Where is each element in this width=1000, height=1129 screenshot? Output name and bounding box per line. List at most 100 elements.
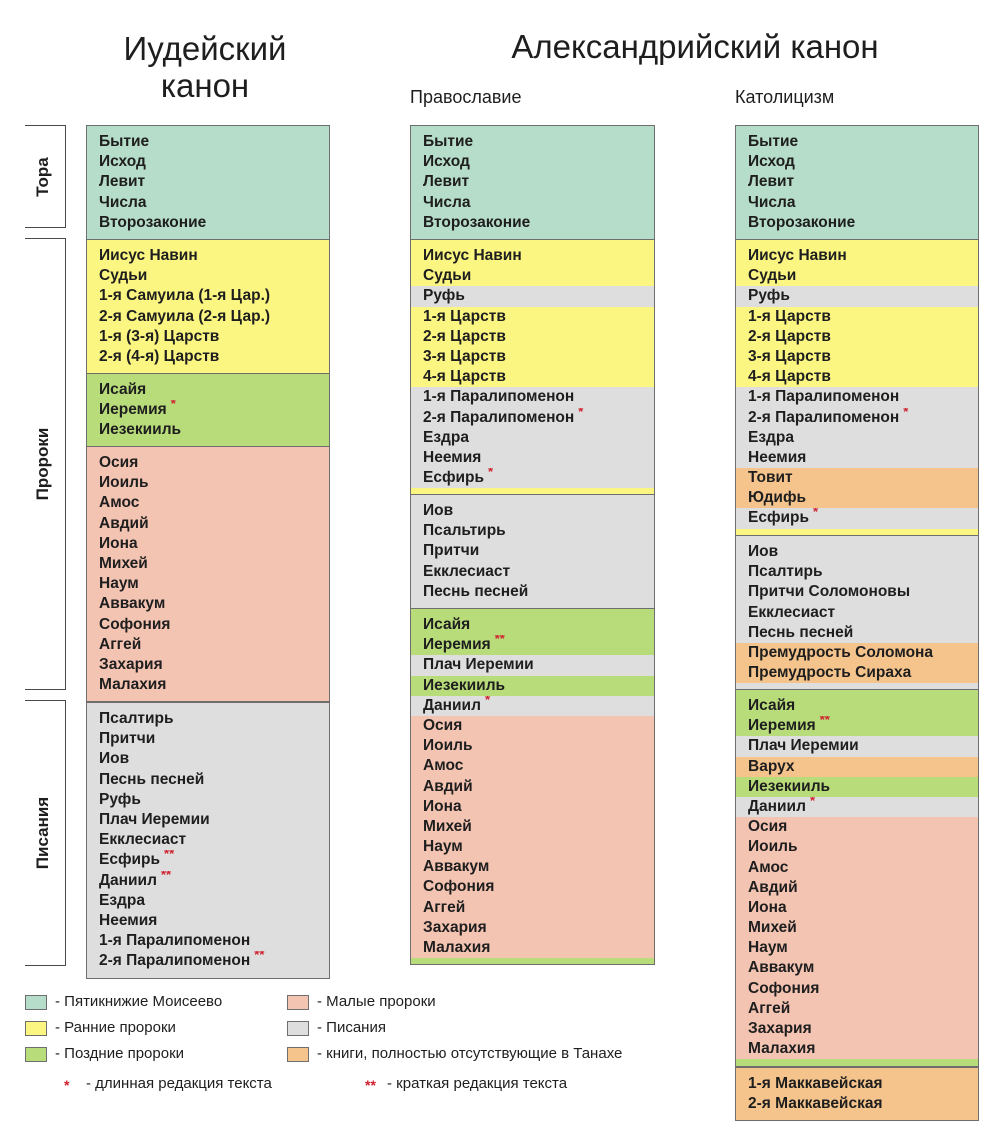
book-row: Иезекииль	[411, 676, 654, 696]
book-title: Притчи	[423, 542, 480, 560]
book-title: Софония	[423, 878, 495, 896]
book-row: Иеремия *	[87, 400, 329, 420]
book-title: Амос	[423, 757, 464, 775]
book-row: Авдий	[411, 776, 654, 797]
legend-label-writings: - Писания	[317, 1019, 386, 1036]
book-title: 2-я Царств	[748, 327, 831, 345]
judaic-group-5: Псалтирь Притчи Иов Песнь песней Руфь Плач Ие…	[86, 702, 330, 979]
book-row: Амос	[87, 493, 329, 513]
book-title: Исход	[423, 153, 470, 171]
book-row: Софония	[87, 615, 329, 635]
book-row: Иисус Навин	[411, 246, 654, 266]
book-title: Аггей	[748, 999, 791, 1017]
book-title: Второзаконие	[99, 213, 207, 231]
book-row: Захария	[87, 655, 329, 675]
book-title: Наум	[99, 575, 139, 593]
redaction-mark: **	[164, 850, 175, 862]
book-row: Псальтирь	[411, 521, 654, 541]
book-title: Захария	[423, 918, 487, 936]
legend-mark-long: *	[64, 1077, 70, 1093]
book-row: Премудрость Сираха	[736, 663, 978, 684]
section-writings-label: Писания	[33, 796, 52, 870]
judaic-group-1: Бытие Исход Левит Числа Второзаконие	[86, 125, 330, 240]
book-title: 2-я Паралипоменон	[423, 408, 575, 426]
book-row: Екклесиаст	[411, 562, 654, 582]
book-row: Бытие	[736, 132, 978, 152]
book-row: Варух	[736, 756, 978, 777]
redaction-mark: *	[809, 796, 815, 808]
orthodox-group-3: Иов Псальтирь Притчи Екклесиаст Песнь песней	[410, 494, 655, 609]
book-row: Даниил *	[411, 695, 654, 716]
legend-swatch-deuterocanon	[287, 1047, 309, 1062]
book-row: Исайя	[736, 696, 978, 716]
book-title: Числа	[748, 193, 796, 211]
book-title: Числа	[99, 193, 147, 211]
book-row: Бытие	[411, 132, 654, 152]
book-title: Даниил	[748, 797, 806, 815]
book-row: Плач Иеремии	[736, 736, 978, 757]
section-tora-label: Тора	[33, 156, 52, 197]
book-title: Исход	[748, 153, 795, 171]
book-title: Второзаконие	[748, 213, 856, 231]
book-row: Числа	[87, 193, 329, 213]
book-row: Екклесиаст	[736, 603, 978, 623]
book-title: 3-я Царств	[748, 347, 831, 365]
book-row: Руфь	[87, 790, 329, 810]
book-row: Захария	[411, 917, 654, 938]
section-tora: Тора	[25, 125, 66, 228]
book-title: 1-я Самуила (1-я Цар.)	[99, 287, 271, 305]
book-title: 1-я Паралипоменон	[748, 388, 900, 406]
book-title: Левит	[99, 173, 146, 191]
book-row: Бытие	[87, 132, 329, 152]
book-title: Ездра	[99, 891, 145, 909]
legend-label-early-prophets: - Ранние пророки	[55, 1019, 176, 1036]
book-row: 3-я Царств	[411, 347, 654, 367]
book-row: Песнь песней	[411, 582, 654, 602]
book-title: Захария	[748, 1020, 812, 1037]
book-title: Наум	[748, 939, 788, 957]
section-writings: Писания	[25, 700, 66, 966]
book-row: Судьи	[736, 266, 978, 286]
book-row: 2-я Паралипоменон *	[411, 407, 654, 428]
book-title: Иона	[99, 534, 138, 552]
redaction-mark: **	[494, 635, 505, 647]
legend-label-minor-prophets: - Малые пророки	[317, 993, 436, 1010]
orthodox-group-4: Исайя Иеремия ** Плач Иеремии Иезекииль Дании…	[410, 608, 655, 966]
book-row: Неемия	[736, 447, 978, 469]
book-row: Иов	[736, 542, 978, 562]
catholicism-subtitle: Католицизм	[735, 87, 835, 107]
legend-swatch-minor-prophets	[287, 995, 309, 1010]
book-row: 1-я Паралипоменон	[411, 387, 654, 408]
book-title: 3-я Царств	[423, 347, 506, 365]
book-title: Псалтирь	[748, 563, 823, 581]
book-title: Бытие	[99, 133, 150, 150]
book-row: Товит	[736, 468, 978, 489]
book-title: Иисус Навин	[99, 247, 198, 264]
book-row: Авдий	[736, 877, 978, 898]
book-row: Числа	[411, 193, 654, 213]
redaction-mark: *	[578, 407, 584, 419]
book-title: Исайя	[99, 381, 147, 398]
legend-label-short: - краткая редакция текста	[387, 1075, 568, 1092]
book-title: Судьи	[423, 267, 472, 285]
book-row: Неемия	[411, 447, 654, 469]
book-row: Иов	[87, 749, 329, 769]
book-row: Захария	[736, 1019, 978, 1040]
book-row: Плач Иеремии	[411, 655, 654, 676]
book-title: Авдий	[99, 514, 149, 532]
book-row: Даниил *	[736, 796, 978, 818]
legend-label-pentateuch: - Пятикнижие Моисеево	[55, 993, 223, 1010]
book-title: Юдифь	[748, 489, 807, 507]
book-title: Ездра	[748, 428, 794, 446]
book-title: Иезекииль	[423, 676, 506, 694]
book-title: Неемия	[423, 448, 482, 466]
section-prophets-label: Пророки	[33, 427, 52, 501]
orthodox-group-1: Бытие Исход Левит Числа Второзаконие	[410, 125, 655, 240]
book-title: Иов	[748, 543, 779, 560]
book-row: Аггей	[411, 897, 654, 918]
book-title: Исайя	[748, 697, 796, 714]
book-title: Малахия	[423, 939, 491, 956]
book-title: Бытие	[748, 133, 799, 150]
book-row: Притчи	[411, 541, 654, 561]
book-title: Премудрость Соломона	[748, 643, 934, 661]
